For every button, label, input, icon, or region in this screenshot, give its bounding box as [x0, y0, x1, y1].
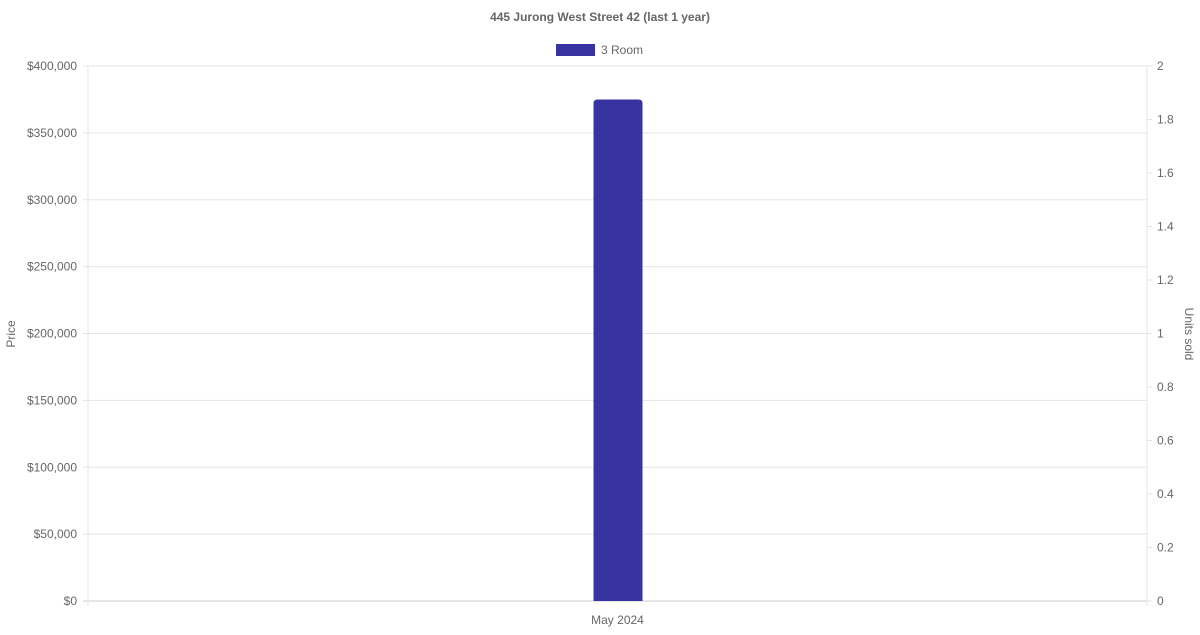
y-tick-label: $150,000 [27, 393, 77, 407]
y-tick-label: $50,000 [34, 527, 78, 541]
y-tick-label: $250,000 [27, 260, 77, 274]
y2-tick-label: 1.2 [1157, 273, 1174, 287]
legend-swatch-3-room [556, 44, 595, 56]
legend-label: 3 Room [601, 43, 643, 57]
y-tick-label: $350,000 [27, 126, 77, 140]
y2-tick-label: 0 [1157, 594, 1164, 608]
y2-tick-label: 0.8 [1157, 380, 1174, 394]
y2-tick-label: 0.2 [1157, 541, 1174, 555]
y2-tick-label: 1.6 [1157, 166, 1174, 180]
y2-tick-label: 1 [1157, 327, 1164, 341]
y2-tick-label: 0.6 [1157, 434, 1174, 448]
y-tick-label: $0 [64, 594, 78, 608]
y-tick-label: $100,000 [27, 460, 77, 474]
legend[interactable]: 3 Room [556, 43, 643, 57]
y2-tick-label: 0.4 [1157, 487, 1174, 501]
y2-tick-label: 1.8 [1157, 113, 1174, 127]
y2-tick-label: 1.4 [1157, 220, 1174, 234]
y-tick-label: $200,000 [27, 327, 77, 341]
y2-tick-label: 2 [1157, 59, 1164, 73]
y-axis-label: Price [4, 320, 18, 348]
bar-3-room-may-2024[interactable] [593, 99, 643, 601]
y2-axis-label: Units sold [1182, 308, 1196, 361]
y-tick-label: $300,000 [27, 193, 77, 207]
y-tick-label: $400,000 [27, 59, 77, 73]
chart-title: 445 Jurong West Street 42 (last 1 year) [490, 10, 710, 24]
x-tick-label: May 2024 [591, 613, 644, 627]
